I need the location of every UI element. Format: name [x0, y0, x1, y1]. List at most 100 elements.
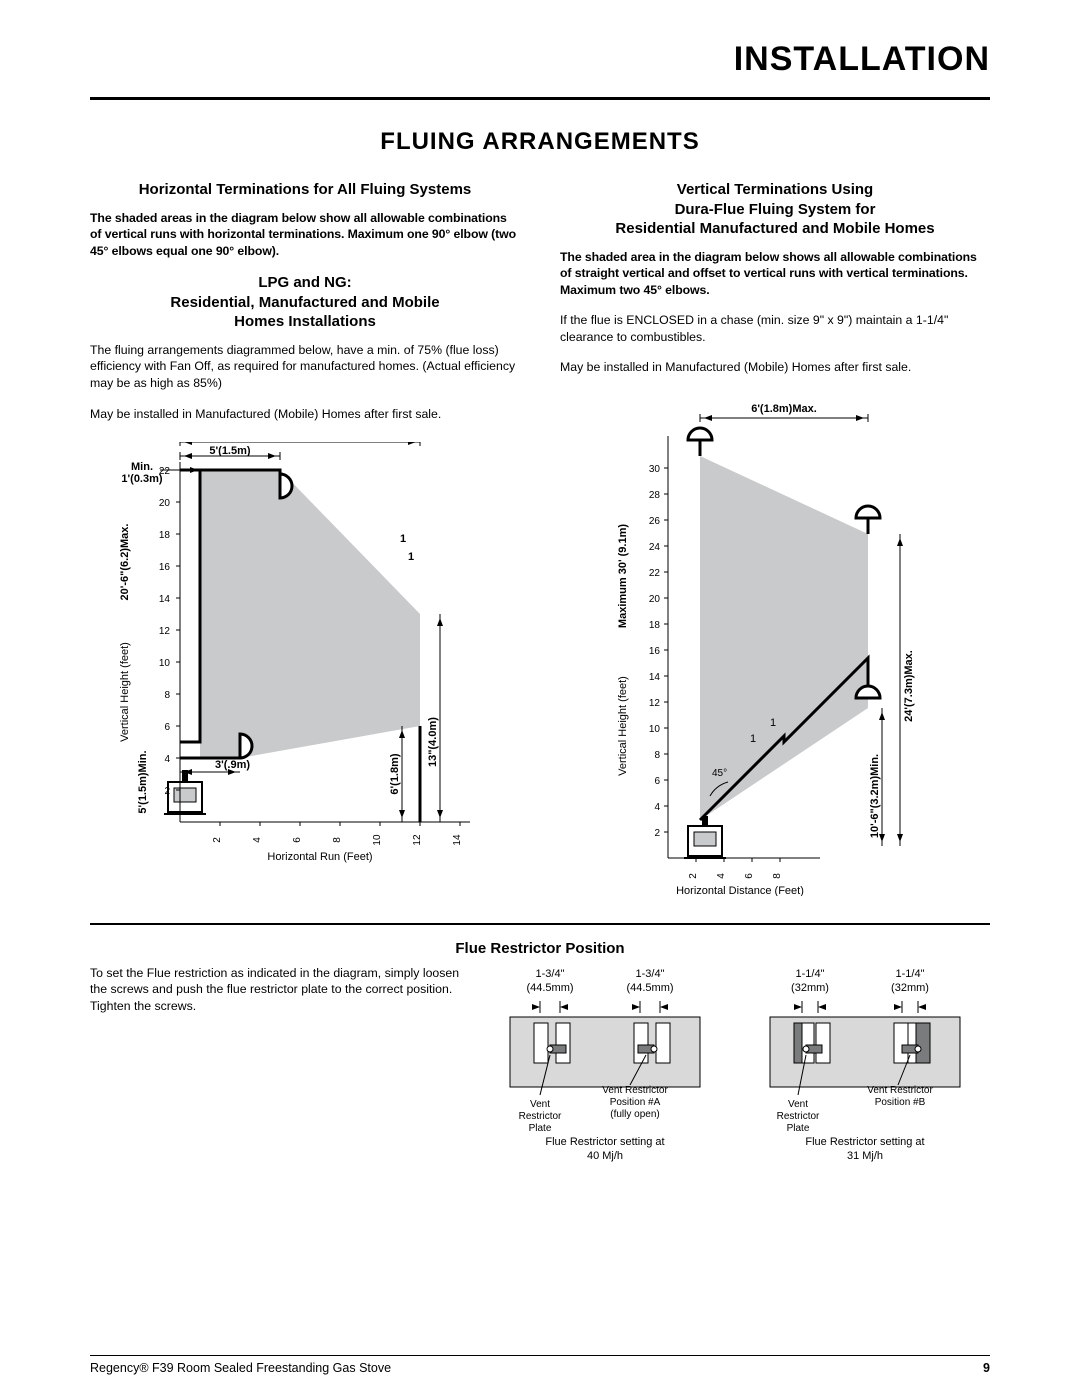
svg-text:14: 14: [649, 672, 661, 683]
svg-text:(32mm): (32mm): [791, 982, 829, 994]
svg-text:12: 12: [159, 626, 171, 637]
right-heading-1: Vertical Terminations Using Dura-Flue Fl…: [560, 180, 990, 239]
svg-text:Plate: Plate: [529, 1123, 552, 1134]
svg-text:12: 12: [412, 834, 423, 846]
shaded-region: [200, 470, 420, 758]
right-column: Vertical Terminations Using Dura-Flue Fl…: [560, 180, 990, 901]
x-ticks-r: 2 4 6 8: [688, 858, 783, 879]
svg-text:4: 4: [654, 802, 660, 813]
cap-left: [688, 428, 712, 440]
fortyfive: 45°: [712, 768, 727, 779]
svg-text:Vent: Vent: [530, 1099, 550, 1110]
svg-text:1-1/4": 1-1/4": [896, 968, 925, 980]
svg-text:2: 2: [164, 786, 170, 797]
svg-text:Flue Restrictor setting at: Flue Restrictor setting at: [805, 1136, 924, 1148]
one-a: 1: [400, 533, 406, 545]
y-axis-sublabel: 20'-6"(6.2)Max.: [119, 524, 131, 601]
svg-text:31 Mj/h: 31 Mj/h: [847, 1150, 883, 1162]
horizontal-termination-chart: 2 4 6 8 10 12 14 16 18 20 22 2 4 6: [90, 442, 510, 872]
one-b: 1: [408, 551, 414, 563]
y-axis-label-r: Vertical Height (feet): [617, 676, 629, 776]
x-ticks: 2 4 6 8 10 12 14: [212, 822, 463, 846]
svg-text:Vent: Vent: [788, 1099, 808, 1110]
svg-text:8: 8: [654, 750, 660, 761]
page-footer: Regency® F39 Room Sealed Freestanding Ga…: [90, 1355, 990, 1375]
svg-text:2: 2: [688, 873, 699, 879]
y-ticks: 2 4 6 8 10 12 14 16 18 20 22: [159, 466, 180, 797]
left-column: Horizontal Terminations for All Fluing S…: [90, 180, 520, 901]
restrictor-para: To set the Flue restriction as indicated…: [90, 965, 470, 1015]
svg-text:1-3/4": 1-3/4": [536, 968, 565, 980]
svg-text:1-1/4": 1-1/4": [796, 968, 825, 980]
right-diagram: 2 4 6 8 10 12 14 16 18 20 22 24 26 28 30: [560, 396, 990, 901]
svg-text:2: 2: [212, 837, 223, 843]
footer-page: 9: [983, 1361, 990, 1375]
svg-text:1-3/4": 1-3/4": [636, 968, 665, 980]
left-para-3: May be installed in Manufactured (Mobile…: [90, 406, 520, 423]
restrictor-title: Flue Restrictor Position: [90, 939, 990, 959]
left-diagram: 2 4 6 8 10 12 14 16 18 20 22 2 4 6: [90, 442, 520, 877]
svg-text:10: 10: [159, 658, 171, 669]
five-label: 5'(1.5m): [209, 445, 250, 457]
right-para-3: May be installed in Manufactured (Mobile…: [560, 359, 990, 376]
svg-text:16: 16: [649, 646, 661, 657]
main-columns: Horizontal Terminations for All Fluing S…: [90, 180, 990, 901]
svg-text:4: 4: [252, 837, 263, 843]
svg-text:20: 20: [649, 594, 661, 605]
svg-text:(fully open): (fully open): [610, 1109, 659, 1120]
svg-text:4: 4: [716, 873, 727, 879]
svg-text:Position #B: Position #B: [875, 1097, 926, 1108]
three-label: 3'(.9m): [215, 759, 250, 771]
panel-b: 1-1/4" (32mm) 1-1/4" (32mm): [770, 968, 960, 1162]
right-para-2: If the flue is ENCLOSED in a chase (min.…: [560, 312, 990, 345]
left-vert-label: 5'(1.5m)Min.: [137, 751, 149, 814]
left-para-1: The shaded areas in the diagram below sh…: [90, 210, 520, 260]
left-heading-2: LPG and NG: Residential, Manufactured an…: [90, 273, 520, 332]
h2-line3: Homes Installations: [234, 313, 376, 330]
stove-flue-r: [702, 816, 708, 826]
svg-text:20: 20: [159, 498, 171, 509]
x-axis-label-r: Horizontal Distance (Feet): [676, 885, 804, 896]
svg-text:2: 2: [654, 828, 660, 839]
svg-text:18: 18: [159, 530, 171, 541]
svg-text:18: 18: [649, 620, 661, 631]
restrictor-figure: 1-3/4" (44.5mm) 1-3/4" (44.5mm): [500, 965, 1000, 1170]
svg-text:(44.5mm): (44.5mm): [526, 982, 573, 994]
footer-product: Regency® F39 Room Sealed Freestanding Ga…: [90, 1361, 391, 1375]
svg-text:26: 26: [649, 516, 661, 527]
svg-text:Vent Restrictor: Vent Restrictor: [602, 1085, 668, 1096]
rh-l1: Vertical Terminations Using: [677, 181, 873, 198]
svg-text:12: 12: [649, 698, 661, 709]
one-b-r: 1: [750, 733, 756, 745]
h2-line2: Residential, Manufactured and Mobile: [170, 294, 439, 311]
svg-text:6: 6: [164, 722, 170, 733]
svg-text:8: 8: [332, 837, 343, 843]
term-cap-low: [240, 734, 252, 758]
restrictor-svg: 1-3/4" (44.5mm) 1-3/4" (44.5mm): [500, 965, 1000, 1165]
svg-text:24: 24: [649, 542, 661, 553]
min-l2: 1'(0.3m): [121, 473, 162, 485]
svg-text:10: 10: [372, 834, 383, 846]
svg-text:6: 6: [292, 837, 303, 843]
svg-text:Flue Restrictor setting at: Flue Restrictor setting at: [545, 1136, 664, 1148]
left-para-2: The fluing arrangements diagrammed below…: [90, 342, 520, 392]
svg-text:10: 10: [649, 724, 661, 735]
svg-text:16: 16: [159, 562, 171, 573]
svg-text:6: 6: [744, 873, 755, 879]
term-cap-top: [280, 474, 292, 498]
svg-text:8: 8: [772, 873, 783, 879]
svg-text:40 Mj/h: 40 Mj/h: [587, 1150, 623, 1162]
divider-rule: [90, 923, 990, 925]
svg-text:8: 8: [164, 690, 170, 701]
svg-text:14: 14: [159, 594, 171, 605]
svg-text:6: 6: [654, 776, 660, 787]
svg-text:Restrictor: Restrictor: [519, 1111, 562, 1122]
header-rule: [90, 97, 990, 100]
svg-text:4: 4: [164, 754, 170, 765]
one-a-r: 1: [770, 717, 776, 729]
svg-text:(44.5mm): (44.5mm): [626, 982, 673, 994]
svg-text:Position #A: Position #A: [610, 1097, 661, 1108]
section-title: FLUING ARRANGEMENTS: [90, 128, 990, 156]
y-ticks-r: 2 4 6 8 10 12 14 16 18 20 22 24 26 28 30: [649, 464, 661, 839]
svg-text:22: 22: [649, 568, 661, 579]
